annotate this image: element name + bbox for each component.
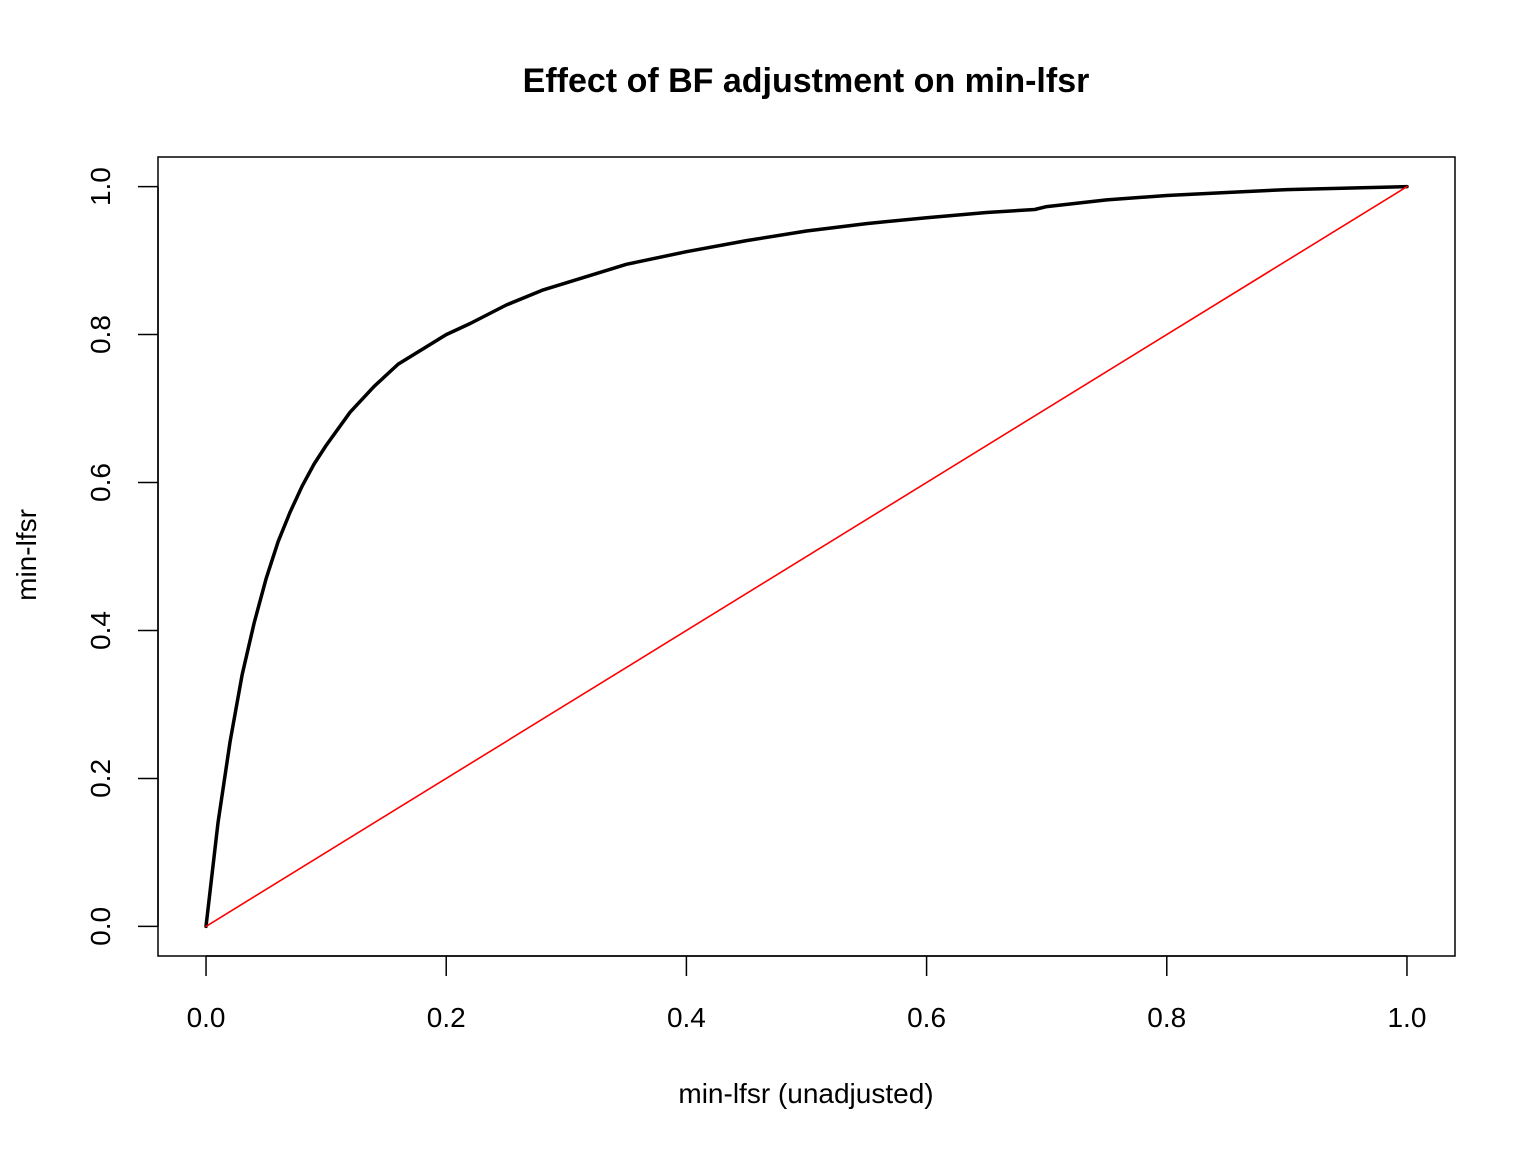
- series-layer: [204, 184, 1409, 929]
- x-tick-label: 1.0: [1387, 1002, 1426, 1033]
- x-axis-label: min-lfsr (unadjusted): [678, 1078, 933, 1109]
- x-tick-label: 0.0: [187, 1002, 226, 1033]
- y-axis: 0.0 0.2 0.4 0.6 0.8 1.0: [85, 167, 159, 946]
- y-tick-label: 0.2: [85, 759, 116, 798]
- y-tick-label: 0.4: [85, 611, 116, 650]
- identity-line: [205, 185, 1408, 928]
- y-tick-label: 0.0: [85, 907, 116, 946]
- x-tick-label: 0.4: [667, 1002, 706, 1033]
- chart-title: Effect of BF adjustment on min-lfsr: [523, 62, 1090, 100]
- series-line-adjusted: [204, 184, 1409, 929]
- y-axis-label: min-lfsr: [11, 509, 42, 601]
- x-axis: 0.0 0.2 0.4 0.6 0.8 1.0: [187, 955, 1426, 1033]
- x-tick-label: 0.2: [427, 1002, 466, 1033]
- y-tick-label: 0.6: [85, 463, 116, 502]
- x-tick-label: 0.8: [1147, 1002, 1186, 1033]
- y-tick-label: 1.0: [85, 167, 116, 206]
- y-tick-label: 0.8: [85, 315, 116, 354]
- x-tick-label: 0.6: [907, 1002, 946, 1033]
